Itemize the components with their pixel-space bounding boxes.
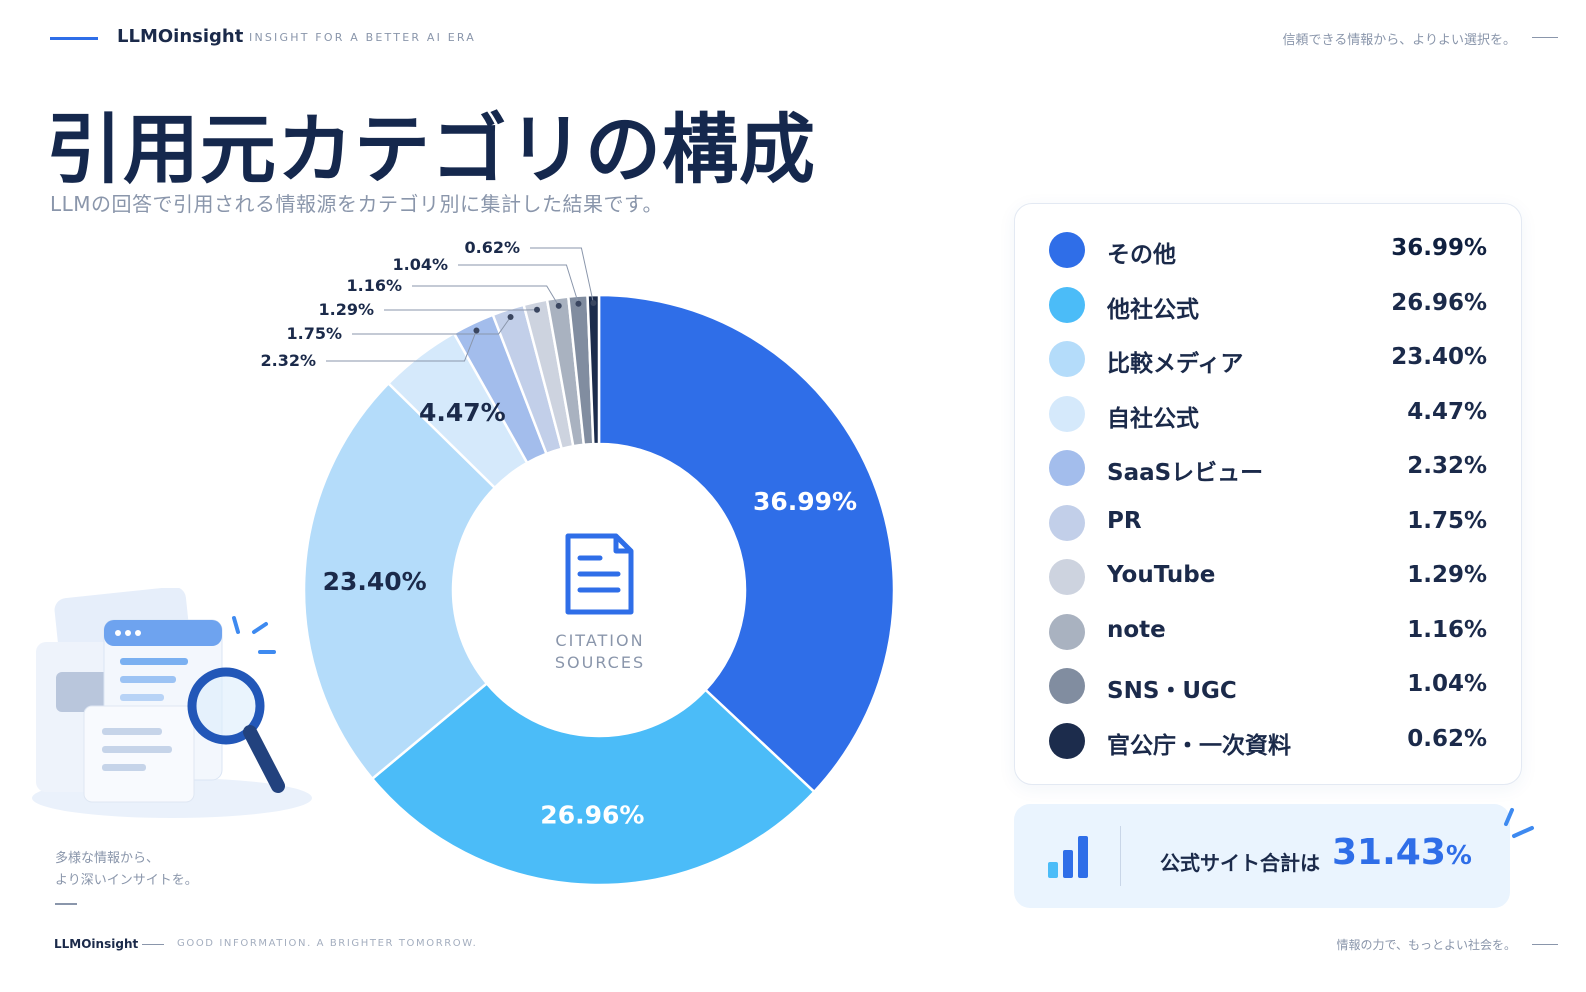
legend-item-note: note 1.16% (1015, 606, 1521, 660)
footer-slogan-line (1532, 944, 1558, 945)
leader-line-government-primary (530, 247, 594, 304)
document-search-illustration (32, 588, 312, 818)
legend-swatch (1049, 395, 1085, 432)
legend-label: PR (1107, 507, 1142, 534)
legend-label: note (1107, 616, 1166, 643)
leader-dot-youtube (534, 306, 541, 313)
legend-item-comparison-media: 比較メディア 23.40% (1015, 333, 1521, 387)
leader-dot-government-primary (590, 300, 597, 307)
legend-swatch (1049, 504, 1085, 541)
legend-label: 自社公式 (1107, 405, 1199, 432)
slice-label-comparison-media: 23.40% (323, 567, 427, 596)
page-title: 引用元カテゴリの構成 (46, 105, 816, 194)
leader-line-pr (352, 316, 511, 335)
slice-label-own-official: 4.47% (419, 398, 506, 427)
summary-unit: % (1445, 841, 1472, 871)
document-icon (565, 533, 634, 615)
slice-label-pr: 1.75% (286, 324, 342, 343)
leader-line-sns-ugc (458, 264, 579, 304)
summary-value: 31.43% (1332, 832, 1472, 873)
footer-brand[interactable]: LLMOinsight (54, 937, 139, 951)
sparkle-icon (1504, 808, 1534, 838)
legend-item-youtube: YouTube 1.29% (1015, 551, 1521, 605)
legend-swatch (1049, 722, 1085, 759)
footer-tagline: GOOD INFORMATION. A BRIGHTER TOMORROW. (177, 938, 478, 949)
leader-line-note (412, 285, 560, 307)
legend-value: 4.47% (1407, 398, 1487, 425)
slice-label-government-primary: 0.62% (464, 238, 520, 257)
header-slogan: 信頼できる情報から、よりよい選択を。 (1282, 33, 1516, 48)
summary-label: 公式サイト合計は (1160, 851, 1320, 875)
legend-value: 0.62% (1407, 725, 1487, 752)
legend-value: 23.40% (1391, 344, 1487, 370)
legend-item-saas-review: SaaSレビュー 2.32% (1015, 442, 1521, 496)
bottom-note-line1: 多様な情報から、 (55, 851, 160, 866)
bottom-note: 多様な情報から、 より深いインサイトを。 (55, 848, 198, 892)
slice-label-youtube: 1.29% (318, 300, 374, 319)
legend-swatch (1049, 613, 1085, 650)
legend-label: YouTube (1107, 562, 1216, 588)
footer-divider (142, 944, 164, 945)
legend-item-own-official: 自社公式 4.47% (1015, 388, 1521, 442)
legend-value: 1.04% (1407, 671, 1487, 697)
slice-label-competitor-official: 26.96% (540, 800, 644, 829)
center-label-line2: SOURCES (555, 653, 645, 672)
bottom-note-line2: より深いインサイトを。 (55, 873, 198, 888)
brand-logo[interactable]: LLMOinsight (117, 26, 244, 47)
page-subtitle: LLMの回答で引用される情報源をカテゴリ別に集計した結果です。 (50, 192, 664, 216)
legend-item-government-primary: 官公庁・一次資料 0.62% (1015, 715, 1521, 769)
legend-swatch (1049, 341, 1085, 377)
legend-value: 36.99% (1391, 235, 1487, 261)
bottom-note-underline (55, 903, 77, 905)
header-slogan-line (1532, 37, 1558, 38)
official-total-summary: 公式サイト合計は 31.43% (1014, 804, 1510, 908)
slice-label-saas-review: 2.32% (260, 351, 316, 370)
legend-item-sns-ugc: SNS・UGC 1.04% (1015, 660, 1521, 714)
bar-chart-icon (1048, 836, 1088, 878)
center-label-line1: CITATION (555, 631, 644, 650)
legend-value: 1.29% (1407, 562, 1487, 588)
summary-divider (1120, 826, 1121, 886)
leader-line-saas-review (326, 330, 477, 362)
leader-dot-saas-review (473, 327, 480, 334)
slice-label-sns-ugc: 1.04% (392, 255, 448, 274)
legend-value: 1.16% (1407, 616, 1487, 643)
legend-item-pr: PR 1.75% (1015, 497, 1521, 551)
slice-label-note: 1.16% (346, 276, 402, 295)
leader-dot-note (555, 302, 562, 309)
brand-tagline: INSIGHT FOR A BETTER AI ERA (249, 31, 477, 44)
legend-label: 官公庁・一次資料 (1107, 732, 1291, 759)
legend-label: その他 (1107, 242, 1176, 268)
leader-dot-pr (507, 313, 514, 320)
legend-label: 他社公式 (1107, 296, 1199, 323)
legend-swatch (1049, 450, 1085, 486)
legend-item-competitor-official: 他社公式 26.96% (1015, 279, 1521, 333)
legend-value: 2.32% (1407, 453, 1487, 479)
footer-slogan: 情報の力で、もっとよい社会を。 (1336, 938, 1516, 952)
legend-swatch (1049, 668, 1085, 704)
legend-item-other: その他 36.99% (1015, 224, 1521, 278)
donut-chart: 36.99% 26.96% 23.40% 4.47% 2.32% 1.75% 1.29% 1.… (260, 238, 896, 887)
legend-value: 1.75% (1407, 507, 1487, 534)
legend-label: 比較メディア (1107, 351, 1244, 377)
legend-swatch (1049, 559, 1085, 595)
legend-swatch (1049, 286, 1085, 323)
leader-dot-sns-ugc (575, 300, 582, 307)
legend-label: SNS・UGC (1107, 678, 1237, 704)
slice-label-other: 36.99% (753, 487, 857, 516)
legend-label: SaaSレビュー (1107, 460, 1264, 486)
legend-swatch (1049, 232, 1085, 268)
brand-accent-line (50, 37, 98, 40)
legend-panel: その他 36.99% 他社公式 26.96% 比較メディア 23.40% 自社公式 4.47%… (1014, 203, 1522, 785)
legend-value: 26.96% (1391, 289, 1487, 316)
